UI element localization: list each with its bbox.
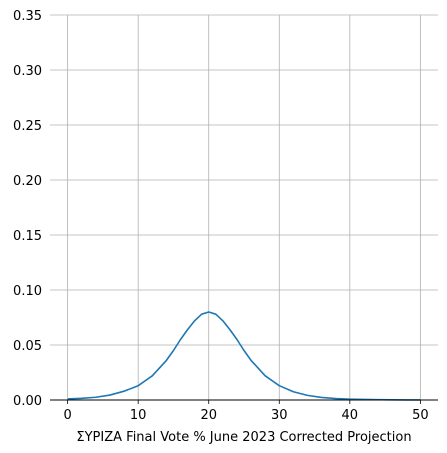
series-line bbox=[67, 311, 421, 401]
y-tick-label: 0.30 bbox=[13, 64, 42, 79]
y-tick-label: 0.35 bbox=[13, 9, 42, 24]
x-tick-label: 40 bbox=[342, 408, 359, 423]
y-tick-label: 0.10 bbox=[13, 284, 42, 299]
x-tick-label: 10 bbox=[130, 408, 147, 423]
x-tick-label: 50 bbox=[412, 408, 429, 423]
series-lines bbox=[67, 311, 421, 401]
x-tick-label: 0 bbox=[63, 408, 71, 423]
axes bbox=[50, 399, 438, 404]
x-axis-label: ΣΥΡΙΖΑ Final Vote % June 2023 Corrected … bbox=[76, 430, 411, 445]
y-tick-label: 0.05 bbox=[13, 339, 42, 354]
grid bbox=[50, 14, 438, 401]
tick-labels: 0 10 20 30 40 50 0.00 0.05 0.10 0.15 0.20 0.25 0.30 0… bbox=[13, 9, 429, 423]
x-tick-label: 20 bbox=[200, 408, 217, 423]
x-tick-label: 30 bbox=[271, 408, 288, 423]
y-tick-label: 0.25 bbox=[13, 119, 42, 134]
y-tick-label: 0.15 bbox=[13, 229, 42, 244]
y-tick-label: 0.00 bbox=[13, 394, 42, 409]
y-tick-label: 0.20 bbox=[13, 174, 42, 189]
